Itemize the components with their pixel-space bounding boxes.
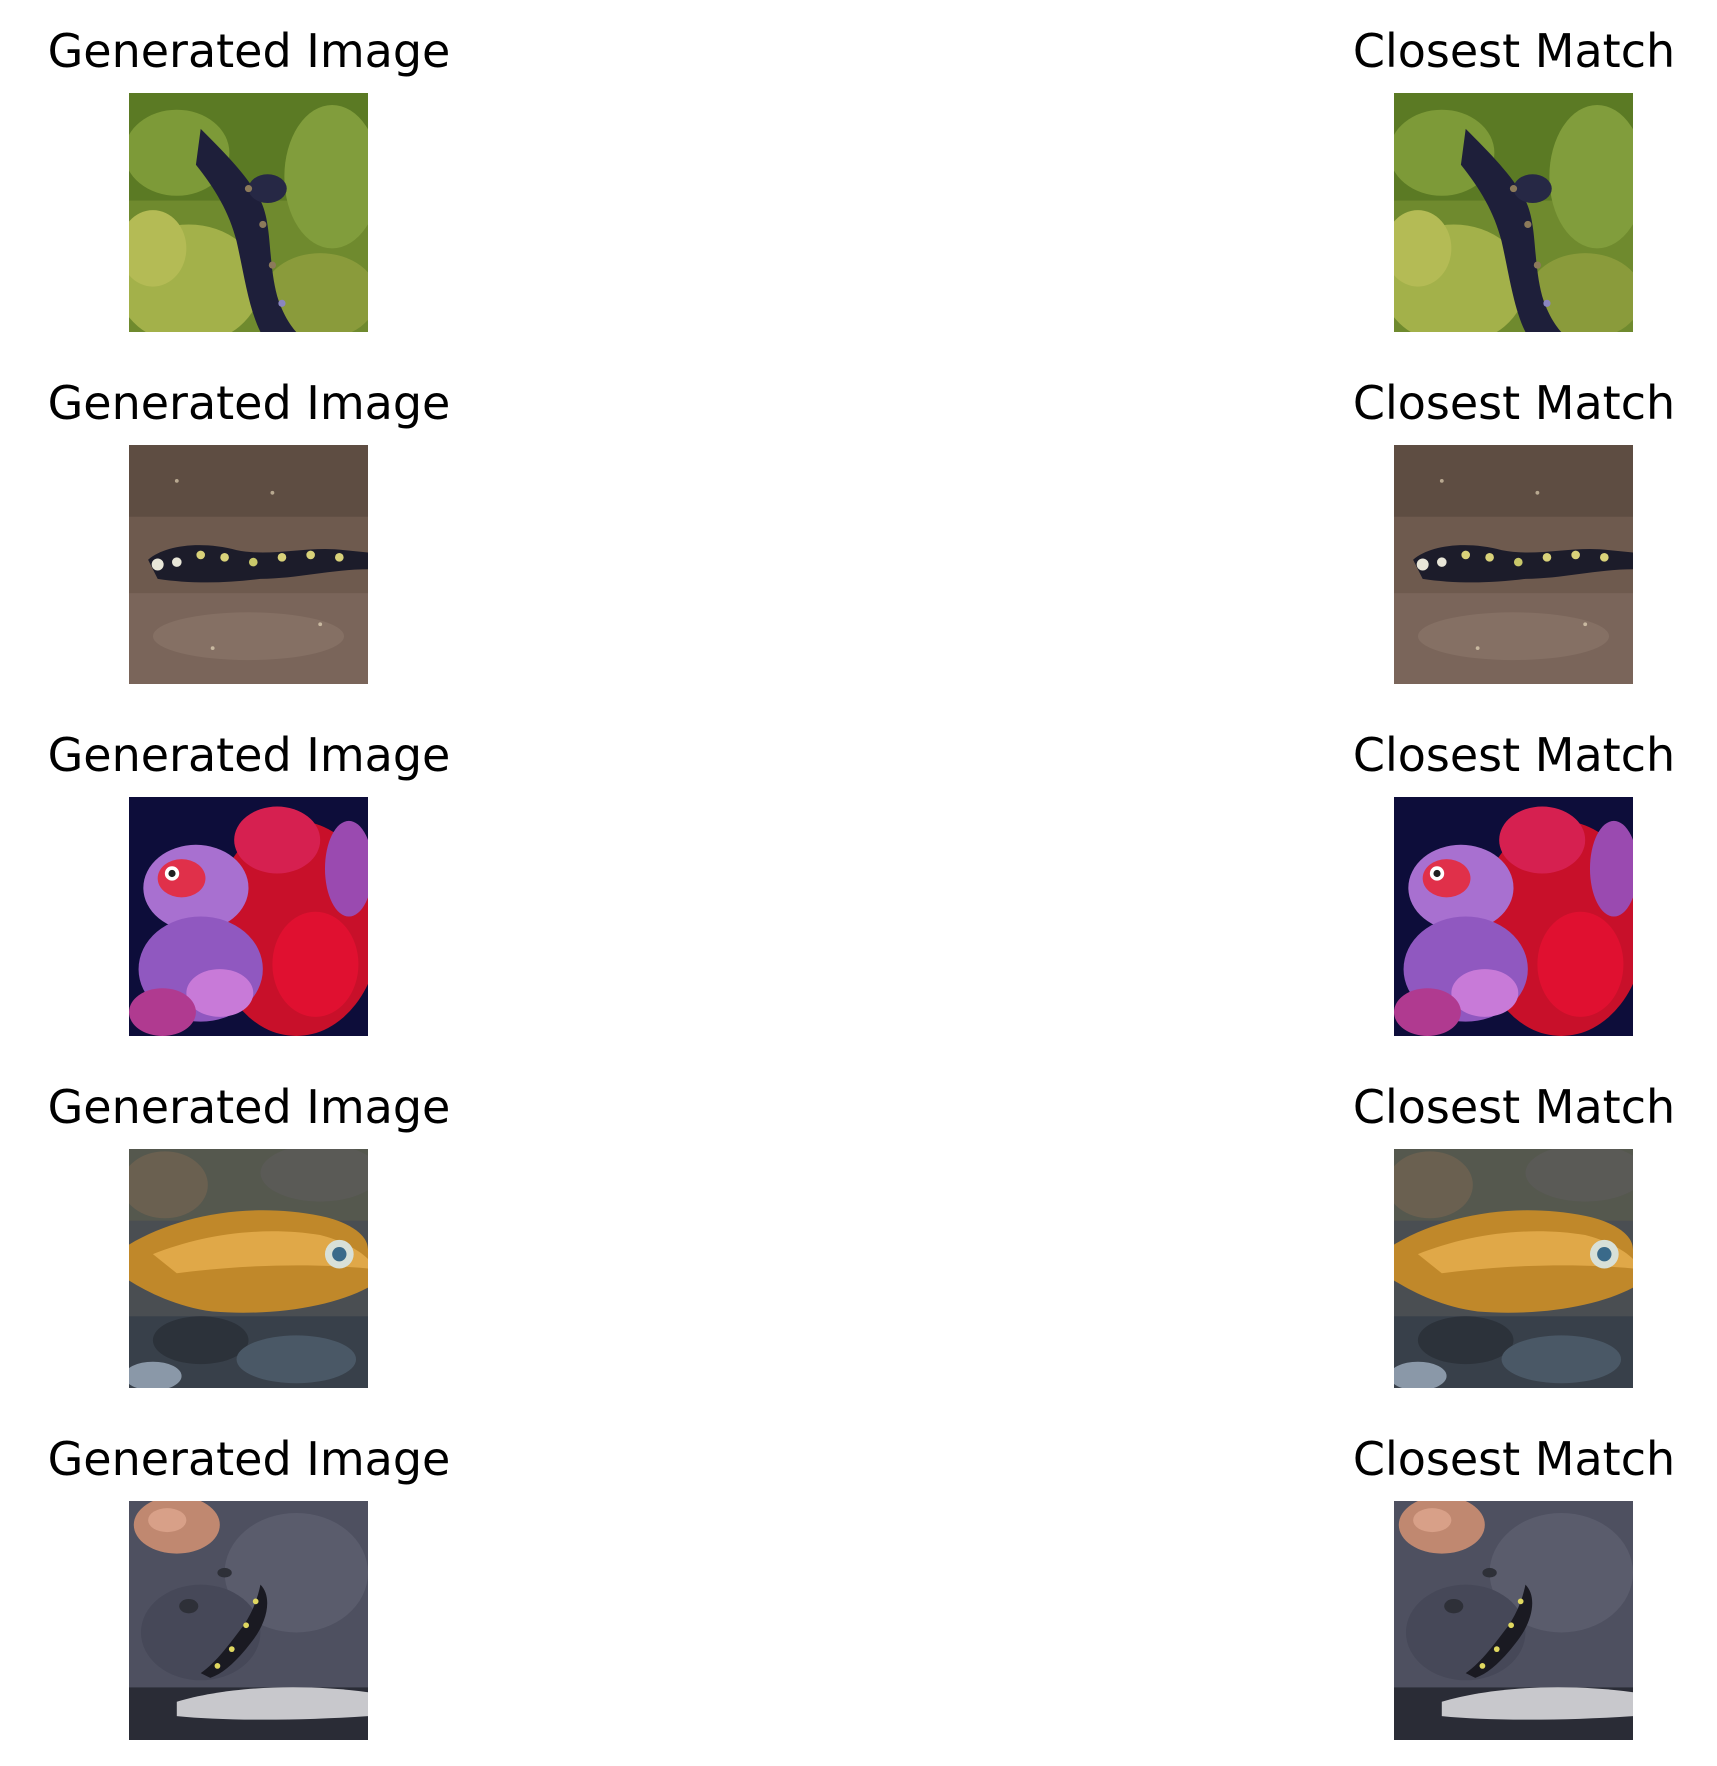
closest-match-image <box>1394 445 1633 684</box>
generated-image-title: Generated Image <box>47 1080 451 1134</box>
closest-match-title: Closest Match <box>1352 1080 1676 1134</box>
closest-match-title: Closest Match <box>1352 728 1676 782</box>
closest-match-image <box>1394 1501 1633 1740</box>
generated-image-title: Generated Image <box>47 1432 451 1486</box>
generated-image <box>129 445 368 684</box>
generated-image <box>129 1149 368 1388</box>
closest-match-image <box>1394 797 1633 1036</box>
generated-image <box>129 797 368 1036</box>
closest-match-image <box>1394 93 1633 332</box>
generated-image <box>129 1501 368 1740</box>
generated-image-title: Generated Image <box>47 728 451 782</box>
closest-match-image <box>1394 1149 1633 1388</box>
closest-match-title: Closest Match <box>1352 376 1676 430</box>
generated-image <box>129 93 368 332</box>
generated-image-title: Generated Image <box>47 24 451 78</box>
generated-image-title: Generated Image <box>47 376 451 430</box>
closest-match-title: Closest Match <box>1352 1432 1676 1486</box>
closest-match-title: Closest Match <box>1352 24 1676 78</box>
